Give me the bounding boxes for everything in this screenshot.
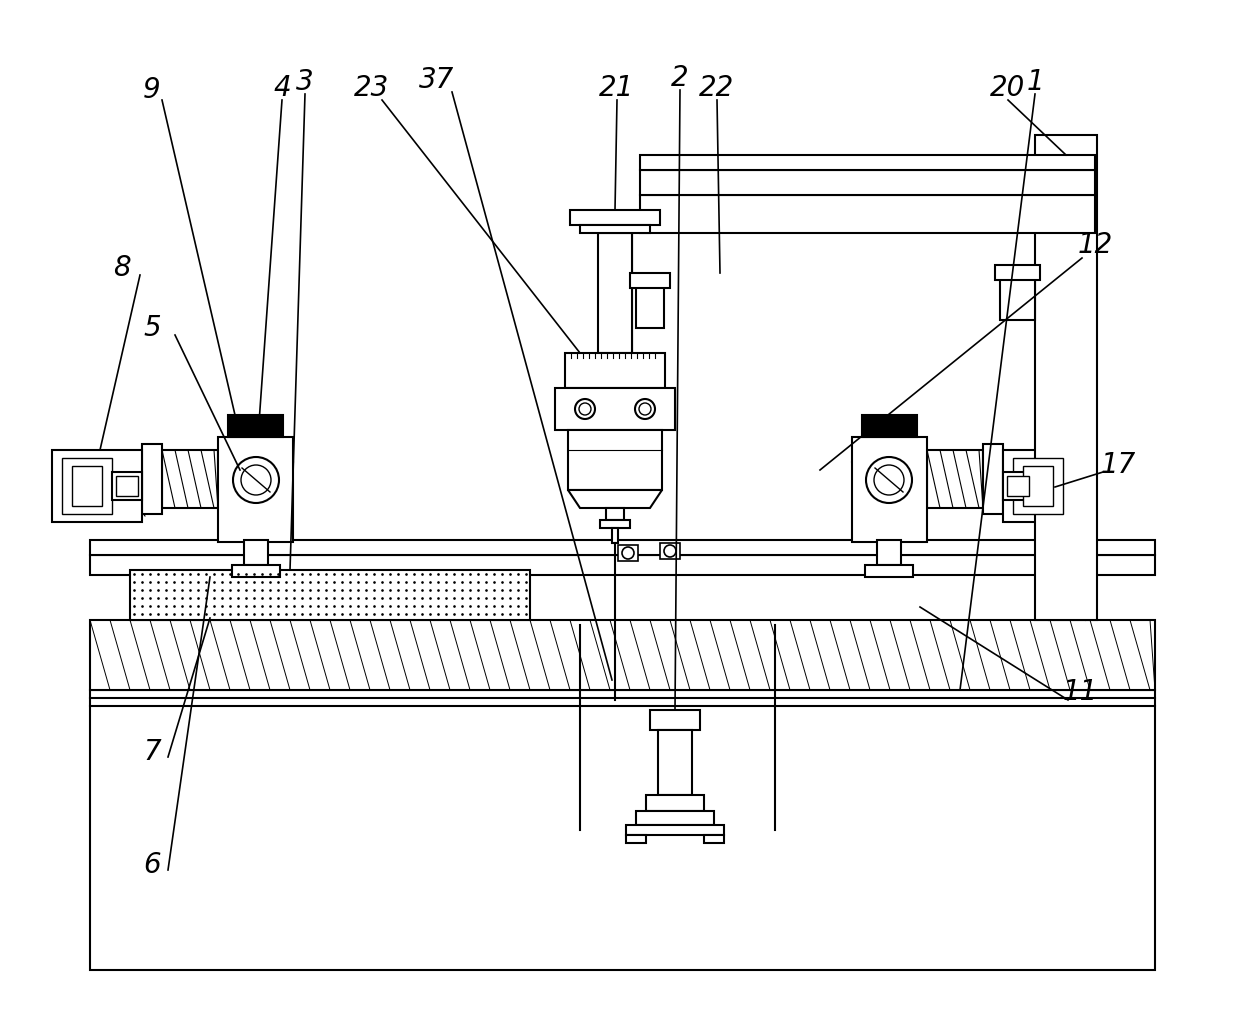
Text: 2: 2 xyxy=(671,64,688,92)
Bar xyxy=(646,795,704,811)
Text: 9: 9 xyxy=(143,76,161,104)
Text: 22: 22 xyxy=(699,74,734,102)
Circle shape xyxy=(874,465,904,495)
Bar xyxy=(72,466,102,506)
Circle shape xyxy=(579,403,591,415)
Bar xyxy=(62,458,112,514)
Circle shape xyxy=(663,545,676,557)
Bar xyxy=(636,278,663,328)
Bar xyxy=(91,555,1154,575)
Circle shape xyxy=(866,457,911,503)
Bar xyxy=(630,273,670,288)
Text: 7: 7 xyxy=(143,738,161,766)
Bar xyxy=(130,570,529,620)
Bar xyxy=(640,170,1095,195)
Bar xyxy=(244,540,268,565)
Bar xyxy=(877,540,901,565)
Text: 8: 8 xyxy=(113,254,130,282)
Circle shape xyxy=(575,399,595,419)
Bar xyxy=(143,444,162,514)
Bar xyxy=(232,565,280,577)
Text: 21: 21 xyxy=(599,74,635,102)
Bar xyxy=(1023,466,1053,506)
Bar xyxy=(91,620,1154,690)
Bar xyxy=(218,437,293,542)
Bar xyxy=(600,520,630,528)
Polygon shape xyxy=(568,490,662,508)
Bar xyxy=(636,811,714,825)
Bar xyxy=(606,508,624,520)
Bar xyxy=(91,690,1154,970)
Bar xyxy=(994,265,1040,280)
Bar xyxy=(618,545,639,561)
Bar xyxy=(640,195,1095,233)
Text: 11: 11 xyxy=(1063,678,1097,706)
Circle shape xyxy=(635,399,655,419)
Circle shape xyxy=(241,465,272,495)
Bar xyxy=(52,450,143,522)
Bar xyxy=(640,155,1095,170)
Bar xyxy=(928,450,983,508)
Text: 6: 6 xyxy=(143,851,161,879)
Circle shape xyxy=(233,457,279,503)
Bar xyxy=(1013,458,1063,514)
Bar xyxy=(660,543,680,559)
Text: 5: 5 xyxy=(143,314,161,342)
Bar xyxy=(626,825,724,835)
Text: 23: 23 xyxy=(355,74,389,102)
Bar xyxy=(565,353,665,388)
Bar xyxy=(658,730,692,795)
Bar xyxy=(626,835,646,843)
Bar xyxy=(598,233,632,353)
Bar xyxy=(91,540,1154,555)
Bar xyxy=(866,565,913,577)
Text: 20: 20 xyxy=(991,74,1025,102)
Bar xyxy=(112,472,143,500)
Text: 17: 17 xyxy=(1100,451,1136,479)
Text: 4: 4 xyxy=(273,74,291,102)
Bar xyxy=(983,444,1003,514)
Bar xyxy=(568,430,662,490)
Bar xyxy=(1035,135,1097,620)
Bar xyxy=(862,415,918,437)
Bar xyxy=(1003,472,1033,500)
Bar xyxy=(117,476,138,496)
Bar xyxy=(580,225,650,233)
Bar xyxy=(650,710,701,730)
Bar xyxy=(1003,450,1092,522)
Circle shape xyxy=(639,403,651,415)
Text: 12: 12 xyxy=(1078,231,1112,259)
Bar xyxy=(704,835,724,843)
Bar xyxy=(613,528,618,543)
Bar xyxy=(1007,476,1029,496)
Text: 1: 1 xyxy=(1027,68,1044,96)
Bar xyxy=(162,450,218,508)
Bar xyxy=(570,210,660,225)
Text: 37: 37 xyxy=(419,66,455,94)
Bar xyxy=(999,270,1035,320)
Bar xyxy=(556,388,675,430)
Bar xyxy=(228,415,283,437)
Circle shape xyxy=(622,547,634,559)
Bar xyxy=(852,437,928,542)
Text: 3: 3 xyxy=(296,68,314,96)
